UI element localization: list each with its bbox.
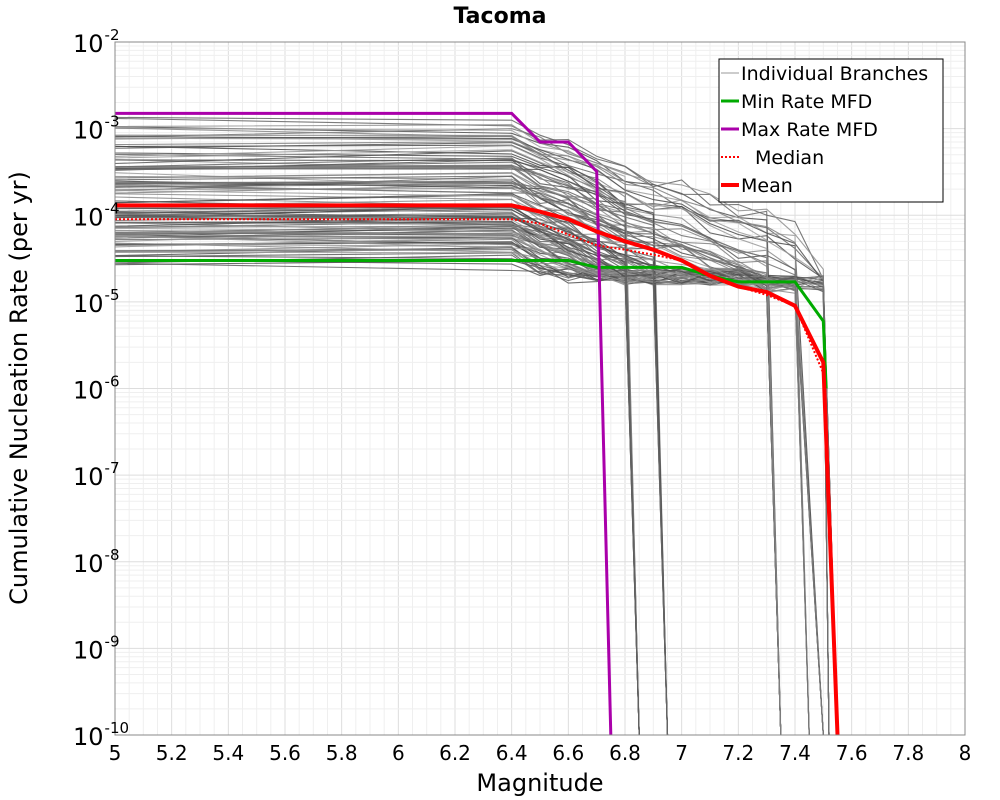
legend-label: Mean <box>741 175 793 197</box>
x-tick-label: 7.4 <box>779 741 811 765</box>
x-tick-label: 7.6 <box>836 741 868 765</box>
x-axis-label: Magnitude <box>476 769 603 797</box>
branch-line <box>114 206 669 736</box>
x-tick-label: 5.6 <box>269 741 301 765</box>
legend: Individual Branches Min Rate MFD Max Rate … <box>718 58 944 203</box>
branch-lines <box>114 116 839 736</box>
y-tick-label: 10-4 <box>73 199 120 231</box>
x-tick-label: 5.2 <box>156 741 188 765</box>
branch-line <box>114 127 640 736</box>
branch-line <box>114 188 782 736</box>
branch-line <box>114 159 669 736</box>
x-tick-label: 6.2 <box>439 741 471 765</box>
branch-line <box>114 134 810 736</box>
y-tick-label: 10-3 <box>73 113 120 145</box>
branch-line <box>114 135 782 736</box>
branch-line <box>114 175 640 736</box>
x-tick-label: 5 <box>109 741 122 765</box>
series-lines <box>115 111 840 736</box>
branch-line <box>114 166 782 736</box>
branch-line <box>114 193 782 736</box>
chart-title: Tacoma <box>454 4 547 29</box>
legend-label: Max Rate MFD <box>741 119 878 141</box>
x-tick-label: 6.6 <box>552 741 584 765</box>
branch-line <box>114 124 830 736</box>
y-tick-label: 10-10 <box>73 719 129 751</box>
max-rate-line <box>115 111 613 736</box>
mean-line <box>115 203 840 736</box>
x-tick-label: 6.4 <box>496 741 528 765</box>
x-tick-label: 8 <box>959 741 972 765</box>
branch-line <box>114 145 782 736</box>
x-tick-label: 7.2 <box>722 741 754 765</box>
branch-line <box>114 215 669 736</box>
y-tick-label: 10-6 <box>73 373 120 405</box>
x-tick-label: 5.4 <box>212 741 244 765</box>
branch-line <box>114 127 640 736</box>
legend-label: Min Rate MFD <box>741 91 872 113</box>
branch-line <box>114 136 830 736</box>
x-tick-label: 7 <box>675 741 688 765</box>
y-axis-label: Cumulative Nucleation Rate (per yr) <box>5 171 33 605</box>
y-tick-label: 10-9 <box>73 632 120 664</box>
branch-line <box>114 144 839 736</box>
branch-line <box>114 142 640 736</box>
branch-line <box>114 126 782 736</box>
branch-line <box>114 180 830 736</box>
x-tick-label: 5.8 <box>326 741 358 765</box>
branch-line <box>114 149 830 736</box>
legend-label: Median <box>755 147 824 169</box>
x-tick-labels: 5 5.2 5.4 5.6 5.8 6 6.2 6.4 6.6 6.8 7 7.2 7.4 7.6 7.8 8 <box>109 741 972 765</box>
x-tick-label: 6.8 <box>609 741 641 765</box>
branch-line <box>114 212 640 736</box>
legend-label: Individual Branches <box>741 63 928 85</box>
legend-box <box>718 58 944 203</box>
plot-frame <box>114 41 966 736</box>
branch-line <box>114 164 782 736</box>
x-tick-label: 6 <box>392 741 405 765</box>
min-rate-line <box>115 259 828 389</box>
branch-line <box>114 221 830 736</box>
x-tick-label: 7.8 <box>892 741 924 765</box>
